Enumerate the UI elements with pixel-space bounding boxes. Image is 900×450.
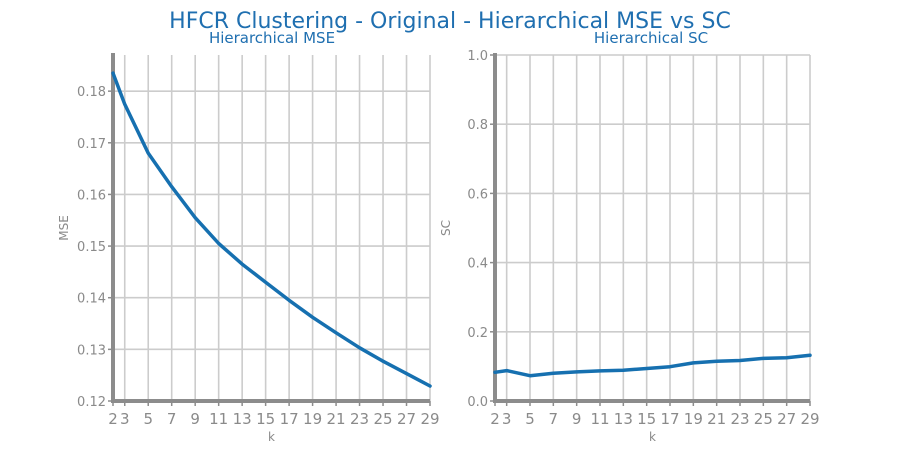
mse-x-tick-label: 7 xyxy=(167,410,177,428)
mse-y-tick-label: 0.18 xyxy=(77,85,106,100)
sc-x-tick-label: 27 xyxy=(777,410,796,428)
sc-y-tick-label: 0.6 xyxy=(467,187,488,202)
sc-x-axis-label: k xyxy=(649,430,656,444)
mse-y-tick-label: 0.14 xyxy=(77,292,106,307)
mse-x-tick-label: 29 xyxy=(420,410,439,428)
mse-x-tick-label: 2 xyxy=(108,410,118,428)
sc-y-axis-label: SC xyxy=(439,220,453,236)
mse-y-tick-label: 0.17 xyxy=(77,137,106,152)
sc-x-tick-label: 11 xyxy=(590,410,609,428)
mse-x-tick-label: 25 xyxy=(373,410,392,428)
mse-x-tick-label: 13 xyxy=(233,410,252,428)
mse-y-tick-label: 0.16 xyxy=(77,188,106,203)
sc-x-tick-label: 9 xyxy=(572,410,582,428)
mse-x-tick-label: 15 xyxy=(256,410,275,428)
sc-y-tick-label: 0.0 xyxy=(467,395,488,410)
sc-x-tick-label: 7 xyxy=(549,410,559,428)
mse-chart-panel: 0.120.130.140.150.160.170.182 3 5 7 9 11 13 15 1… xyxy=(57,29,440,444)
sc-series-line xyxy=(493,353,812,378)
sc-x-tick-label: 21 xyxy=(707,410,726,428)
sc-y-tick-label: 0.2 xyxy=(467,326,488,341)
mse-y-tick-label: 0.13 xyxy=(77,343,106,358)
mse-y-axis-label: MSE xyxy=(57,215,71,241)
mse-y-tick-label: 0.12 xyxy=(77,395,106,410)
sc-x-tick-label: 15 xyxy=(637,410,656,428)
sc-y-tick-label: 1.0 xyxy=(467,49,488,64)
mse-x-tick-label: 21 xyxy=(327,410,346,428)
sc-x-tick-label: 2 xyxy=(490,410,500,428)
mse-x-tick-label: 11 xyxy=(209,410,228,428)
figure-title: HFCR Clustering - Original - Hierarchica… xyxy=(169,9,731,34)
mse-x-tick-label: 27 xyxy=(397,410,416,428)
mse-x-tick-label: 17 xyxy=(280,410,299,428)
sc-x-tick-label: 29 xyxy=(800,410,819,428)
sc-y-tick-label: 0.4 xyxy=(467,257,488,272)
mse-y-tick-label: 0.15 xyxy=(77,240,106,255)
mse-x-tick-label: 19 xyxy=(303,410,322,428)
sc-chart-panel: 0.00.20.40.60.81.02 3 5 7 9 11 13 15 17 19 21 23 25 2… xyxy=(439,29,820,444)
sc-x-tick-label: 3 xyxy=(502,410,512,428)
mse-x-axis-label: k xyxy=(268,430,275,444)
sc-x-tick-label: 5 xyxy=(525,410,535,428)
sc-y-tick-label: 0.8 xyxy=(467,118,488,133)
sc-x-tick-label: 25 xyxy=(754,410,773,428)
mse-x-tick-label: 23 xyxy=(350,410,369,428)
mse-chart-title: Hierarchical MSE xyxy=(209,29,335,47)
sc-x-tick-label: 17 xyxy=(660,410,679,428)
sc-x-tick-label: 23 xyxy=(730,410,749,428)
mse-x-tick-label: 9 xyxy=(190,410,200,428)
mse-series-line xyxy=(111,71,432,388)
mse-x-tick-label: 5 xyxy=(143,410,153,428)
sc-x-tick-label: 13 xyxy=(614,410,633,428)
sc-x-tick-label: 19 xyxy=(684,410,703,428)
mse-x-tick-label: 3 xyxy=(120,410,130,428)
sc-chart-title: Hierarchical SC xyxy=(594,29,708,47)
